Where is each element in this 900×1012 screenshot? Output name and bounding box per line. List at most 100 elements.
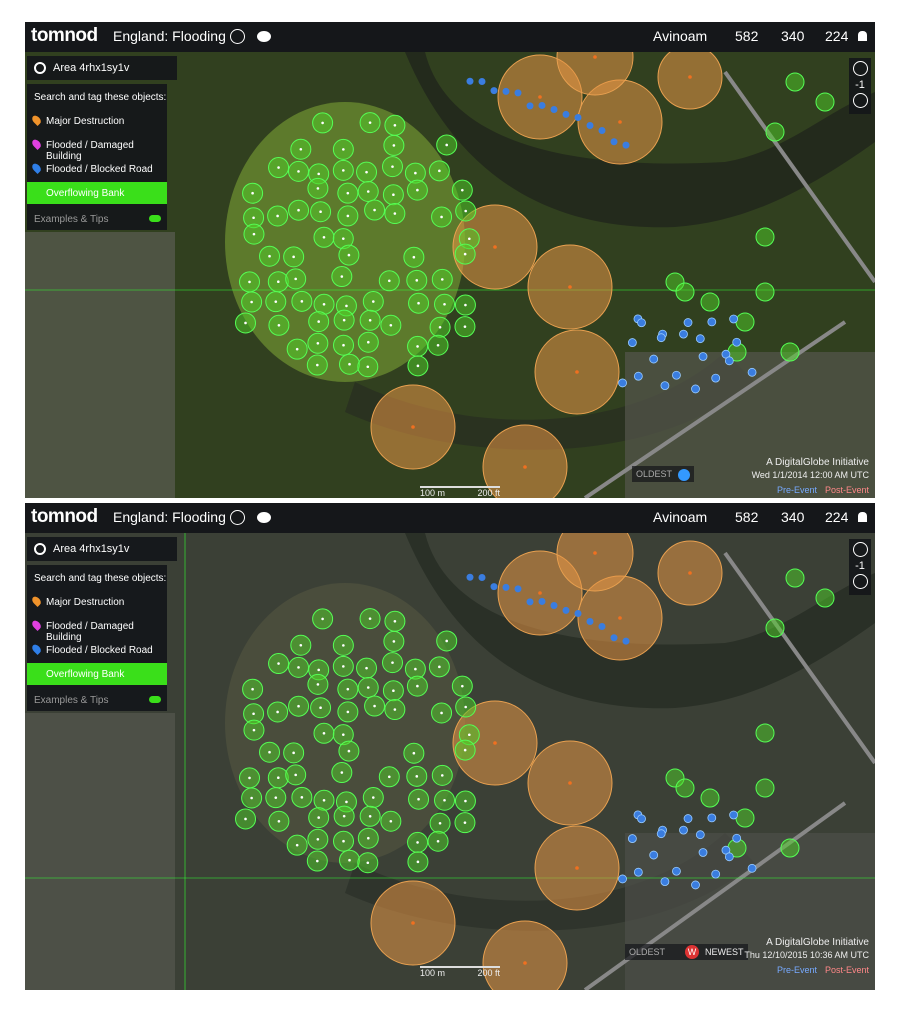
marker-dot <box>440 711 443 715</box>
marker-dot <box>342 665 345 668</box>
user-name[interactable]: Avinoam <box>653 509 708 525</box>
chat-icon[interactable] <box>257 31 271 42</box>
marker-dot <box>277 819 281 823</box>
overflowing-bank-marker <box>755 282 775 302</box>
legend-item[interactable]: Major Destruction <box>27 110 167 132</box>
event-label[interactable]: Post-Event <box>824 965 869 975</box>
marker-dot <box>348 858 351 862</box>
timeline-handle[interactable] <box>678 468 691 481</box>
attribution: A DigitalGlobe Initiative Wed 1/1/2014 12… <box>719 457 869 496</box>
event-label[interactable]: Post-Event <box>824 485 869 495</box>
info-icon[interactable] <box>230 29 245 44</box>
marker-dot <box>348 362 351 366</box>
marker-dot <box>346 214 350 218</box>
marker-dot <box>366 365 370 369</box>
zoom-out[interactable] <box>852 574 868 589</box>
marker-dot <box>417 797 420 801</box>
marker-dot <box>297 666 300 669</box>
timeline-badge[interactable]: W <box>685 945 700 959</box>
event-label[interactable]: Pre-Event <box>776 485 817 495</box>
marker-dot <box>440 774 444 777</box>
marker-dot <box>438 325 442 329</box>
overflowing-bank-marker <box>675 282 695 302</box>
timestamp: Wed 1/1/2014 12:00 AM UTC <box>751 470 869 480</box>
blocked-road-marker <box>627 834 637 843</box>
toggle[interactable] <box>149 696 161 703</box>
zoom-in[interactable] <box>852 542 868 557</box>
info-icon[interactable] <box>230 510 245 525</box>
user-name[interactable]: Avinoam <box>653 28 708 44</box>
marker-dot <box>391 165 394 168</box>
notification-icon[interactable] <box>858 31 867 41</box>
marker-dot <box>322 798 326 802</box>
marker-dot <box>468 733 471 737</box>
marker-dot <box>523 961 527 965</box>
legend-item[interactable]: Flooded / Blocked Road <box>27 158 167 180</box>
oldest-label[interactable]: OLDEST <box>636 469 673 479</box>
marker-dot <box>276 214 279 218</box>
blocked-road-marker <box>586 122 594 130</box>
marker-dot <box>411 921 415 925</box>
marker-dot <box>268 750 271 754</box>
zoom-out[interactable] <box>852 93 868 108</box>
legend-item[interactable]: Overflowing Bank <box>27 182 167 204</box>
newest-label[interactable]: NEWEST <box>705 947 744 957</box>
blocked-road-marker <box>586 618 594 626</box>
marker-dot <box>274 796 278 799</box>
blocked-road-marker <box>502 583 510 591</box>
marker-dot <box>316 342 320 345</box>
legend-item[interactable]: Overflowing Bank <box>27 663 167 685</box>
count: 224 <box>825 28 849 44</box>
marker-dot <box>294 277 297 281</box>
marker-dot <box>371 300 375 303</box>
timestamp: Thu 12/10/2015 10:36 AM UTC <box>744 950 869 960</box>
marker-dot <box>294 773 297 777</box>
marker-dot <box>392 640 396 643</box>
marker-dot <box>368 318 372 322</box>
marker-dot <box>436 839 440 843</box>
marker-dot <box>373 208 376 212</box>
overflowing-bank-marker <box>780 342 800 362</box>
marker-dot <box>368 617 372 620</box>
legend-item[interactable]: Flooded / Damaged Building <box>27 134 167 162</box>
tips-label[interactable]: Examples & Tips <box>34 214 109 225</box>
toggle[interactable] <box>149 215 161 222</box>
overflowing-bank-marker <box>765 122 785 142</box>
legend-item[interactable]: Flooded / Damaged Building <box>27 615 167 643</box>
legend-item[interactable]: Flooded / Blocked Road <box>27 639 167 661</box>
tips-label[interactable]: Examples & Tips <box>34 695 109 706</box>
blocked-road-marker <box>538 597 546 605</box>
chat-icon[interactable] <box>257 512 271 523</box>
marker-dot <box>366 686 370 689</box>
marker-dot <box>342 814 346 818</box>
marker-dot <box>538 95 542 99</box>
marker-dot <box>371 796 375 799</box>
blocked-road-marker <box>490 87 498 95</box>
oldest-label[interactable]: OLDEST <box>629 947 666 957</box>
blocked-road-marker <box>618 874 627 884</box>
event-label[interactable]: Pre-Event <box>776 965 817 975</box>
notification-icon[interactable] <box>858 512 867 522</box>
blocked-road-marker <box>729 810 739 820</box>
marker-dot <box>346 191 350 195</box>
blocked-road-marker <box>514 585 522 593</box>
zoom-controls: -1 <box>849 58 871 114</box>
marker-dot <box>414 667 417 671</box>
marker-dot <box>342 343 345 347</box>
marker-dot <box>416 841 419 844</box>
event-legend: Pre-Event Post-Event <box>719 484 869 496</box>
marker-dot <box>365 170 368 174</box>
zoom-in[interactable] <box>852 61 868 76</box>
town <box>25 232 175 498</box>
marker-dot <box>440 215 443 219</box>
marker-dot <box>415 775 419 778</box>
marker-dot <box>342 644 345 647</box>
scale-bar: 100 m 200 ft <box>420 486 500 498</box>
marker-dot <box>316 838 320 841</box>
blocked-road-marker <box>649 850 659 860</box>
legend-label: Major Destruction <box>46 116 125 127</box>
blocked-road-marker <box>633 867 643 877</box>
blocked-road-marker <box>747 367 757 377</box>
legend-item[interactable]: Major Destruction <box>27 591 167 613</box>
